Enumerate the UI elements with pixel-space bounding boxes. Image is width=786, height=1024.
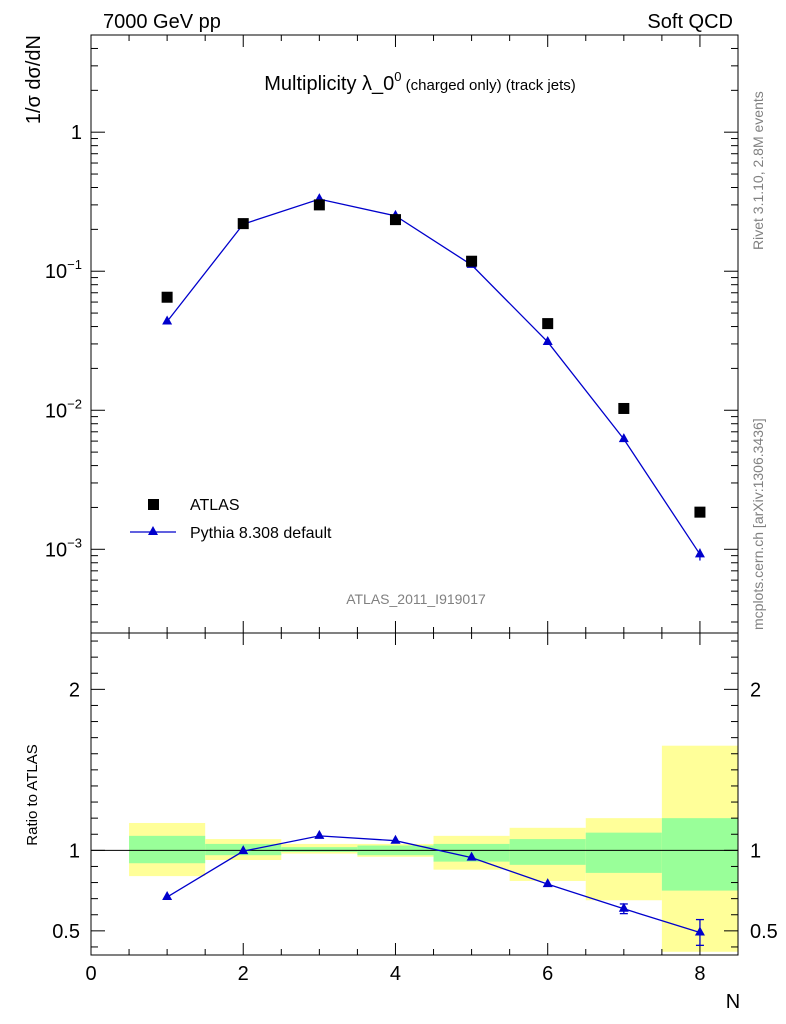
main-y-tick-label: 1 [71,122,82,144]
mc-series-line [166,198,701,555]
ratio-series-line [166,835,701,934]
legend-data-label: ATLAS [190,497,240,514]
chart-title-main: Multiplicity λ_0 [264,73,394,95]
ratio-stat-band-7 [585,832,662,873]
x-tick-label: 6 [542,963,553,985]
ratio-stat-band-1 [129,835,206,864]
main-y-axis-label: 1/σ dσ/dN [23,35,45,124]
ratio-stat-band-3 [281,847,358,852]
mcplots-label: mcplots.cern.ch [arXiv:1306.3436] [750,418,766,630]
data-point [237,218,249,230]
x-tick-label: 2 [238,963,249,985]
ratio-point [618,902,629,912]
header-left: 7000 GeV pp [103,11,221,33]
ratio-panel: 0 2 4 6 8 0.5 0.5 1 1 2 2 [52,632,778,985]
x-tick-label: 0 [85,963,96,985]
ratio-y-axis-label: Ratio to ATLAS [24,744,41,845]
chart-title-sup: 0 [394,69,401,84]
data-point [542,318,554,330]
mc-point [618,433,629,443]
data-point [618,402,630,414]
legend-mc-marker [148,526,158,535]
main-y-tick-label: 10−2 [45,396,82,422]
ratio-y-tick-label: 0.5 [52,921,80,943]
ratio-stat-band-8 [661,818,738,891]
ratio-point [466,851,477,861]
rivet-label: Rivet 3.1.10, 2.8M events [750,91,766,250]
main-y-tick-label: 10−1 [45,257,82,283]
main-y-tick-label: 10−3 [45,535,82,561]
data-point [694,506,706,518]
analysis-id: ATLAS_2011_I919017 [346,591,486,607]
ratio-point [390,834,401,844]
chart-title-sub: (charged only) (track jets) [402,77,576,94]
ratio-frame [90,632,739,956]
mc-point [542,335,553,345]
data-point [313,199,325,211]
data-point [389,214,401,226]
legend: ATLAS Pythia 8.308 default [130,497,332,542]
ratio-y-tick-label-right: 0.5 [750,921,778,943]
x-tick-label: 8 [694,963,705,985]
ratio-y-tick-label: 1 [69,840,80,862]
header-right: Soft QCD [647,11,733,33]
chart-title: Multiplicity λ_00 (charged only) (track … [264,69,576,95]
main-frame [90,34,739,634]
mc-point [694,548,705,558]
ratio-point [542,878,553,888]
data-point [466,255,478,267]
ratio-point [694,926,705,936]
ratio-point [238,845,249,855]
ratio-y-tick-label-right: 1 [750,840,761,862]
main-panel: 10−3 10−2 10−1 1 [45,34,739,634]
ratio-point [162,891,173,901]
data-point [161,291,173,303]
legend-data-marker [148,499,159,510]
mc-point [162,315,173,325]
x-tick-label: 4 [390,963,401,985]
ratio-y-tick-label: 2 [69,679,80,701]
ratio-y-tick-label-right: 2 [750,679,761,701]
ratio-stat-band-6 [509,839,586,865]
ratio-point [314,829,325,839]
x-axis-label: N [726,991,740,1013]
legend-mc-label: Pythia 8.308 default [190,525,332,542]
